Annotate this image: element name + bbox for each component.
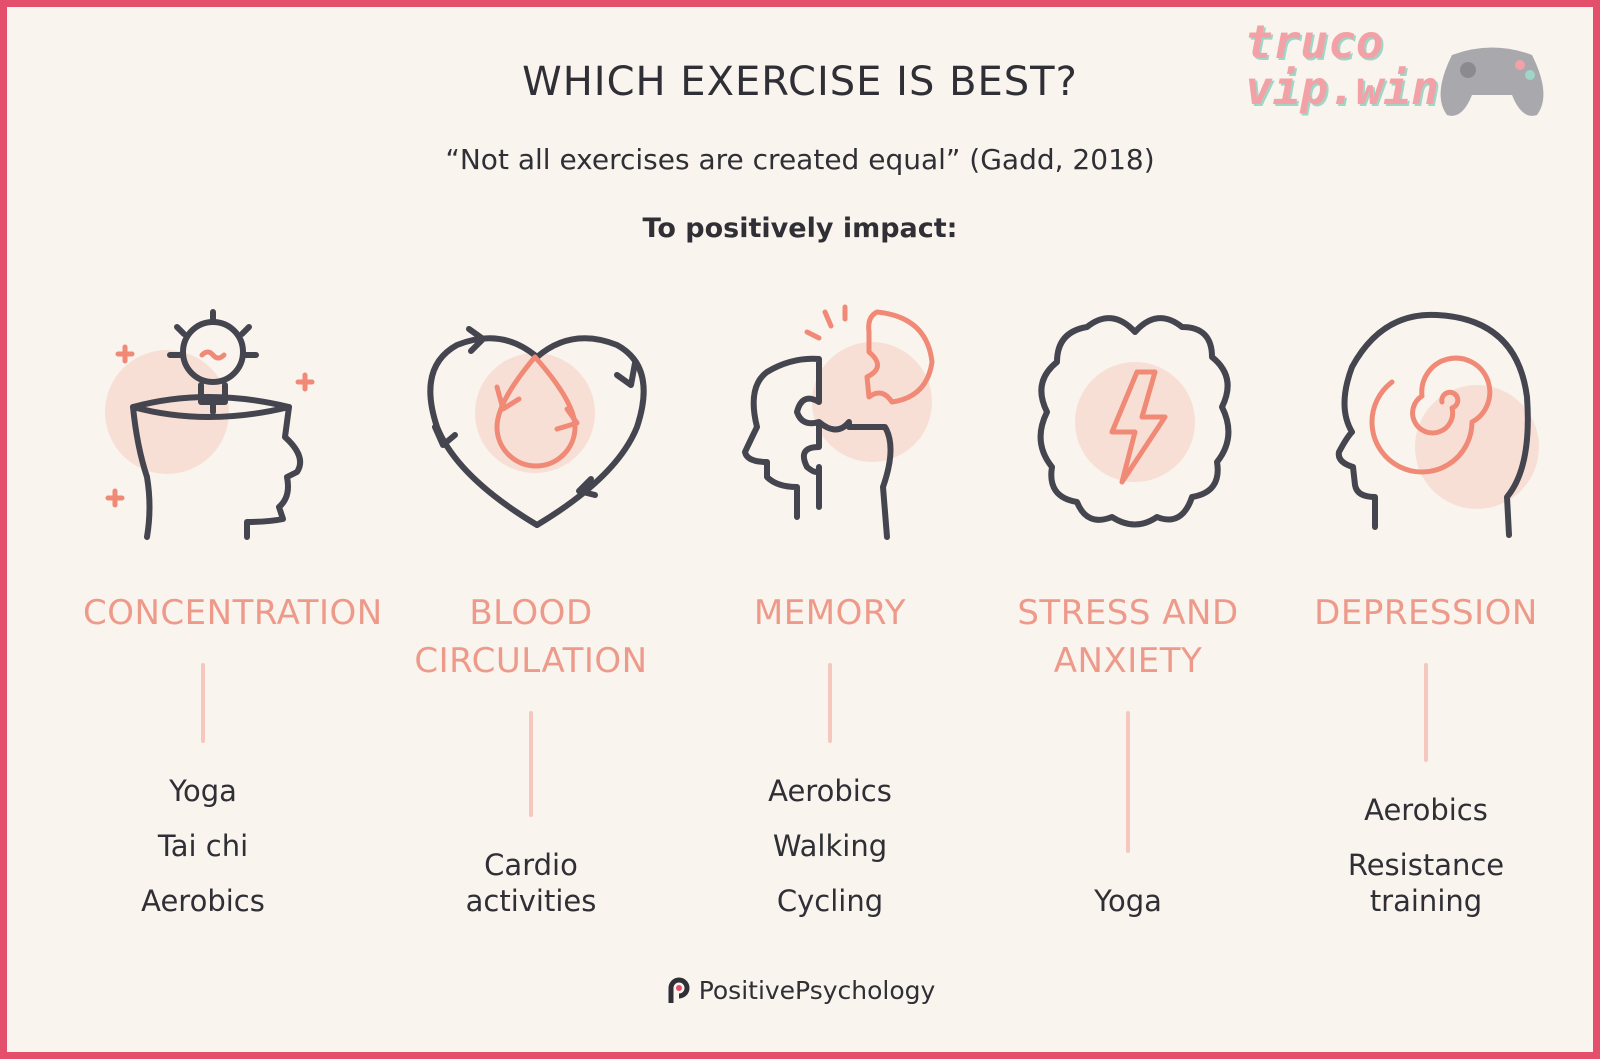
column: BLOOD CIRCULATION Cardio activities xyxy=(386,589,676,919)
exercise: Walking xyxy=(772,829,888,863)
exercise: Aerobics xyxy=(1364,793,1488,827)
connector xyxy=(828,663,832,743)
exercise: Cycling xyxy=(776,884,884,918)
lead: To positively impact: xyxy=(642,213,958,244)
column: STRESS AND ANXIETY Yoga xyxy=(983,589,1273,919)
watermark: truco vip.win xyxy=(1245,19,1439,111)
exercise-list: Cardio activities xyxy=(436,847,626,919)
footer: PositivePsychology xyxy=(7,975,1593,1005)
connector xyxy=(1424,663,1428,762)
exercise: Aerobics xyxy=(768,774,892,808)
column-heading: STRESS AND ANXIETY xyxy=(1017,593,1239,681)
connector xyxy=(1126,711,1130,853)
exercise-list: Aerobics Walking Cycling xyxy=(735,773,925,919)
column: DEPRESSION Aerobics Resistance training xyxy=(1281,589,1571,919)
exercise: Aerobics xyxy=(141,884,265,918)
column: CONCENTRATION Yoga Tai chi Aerobics xyxy=(58,589,383,919)
exercise: Resistance training xyxy=(1347,848,1505,918)
column-heading: DEPRESSION xyxy=(1314,593,1538,633)
column-heading: CONCENTRATION xyxy=(83,593,383,633)
gamepad xyxy=(1440,47,1544,116)
brand: PositivePsychology xyxy=(698,975,936,1005)
exercise: Tai chi xyxy=(157,829,249,863)
exercise-list: Aerobics Resistance training xyxy=(1331,792,1521,919)
connector xyxy=(201,663,205,743)
column-heading: BLOOD CIRCULATION xyxy=(414,593,648,681)
exercise: Cardio activities xyxy=(465,848,597,918)
exercise-list: Yoga Tai chi Aerobics xyxy=(108,773,298,919)
logo xyxy=(668,977,690,1003)
column-heading: MEMORY xyxy=(753,593,907,633)
column: MEMORY Aerobics Walking Cycling xyxy=(685,589,975,919)
watermark-line: vip.win xyxy=(1245,61,1439,115)
watermark-line: truco xyxy=(1245,15,1384,69)
exercise-list: Yoga xyxy=(1033,883,1223,919)
subtitle: “Not all exercises are created equal” (G… xyxy=(445,143,1155,176)
exercise: Yoga xyxy=(1094,884,1162,918)
connector xyxy=(529,711,533,817)
icons xyxy=(105,304,1539,540)
title: WHICH EXERCISE IS BEST? xyxy=(522,59,1078,105)
exercise: Yoga xyxy=(169,774,237,808)
